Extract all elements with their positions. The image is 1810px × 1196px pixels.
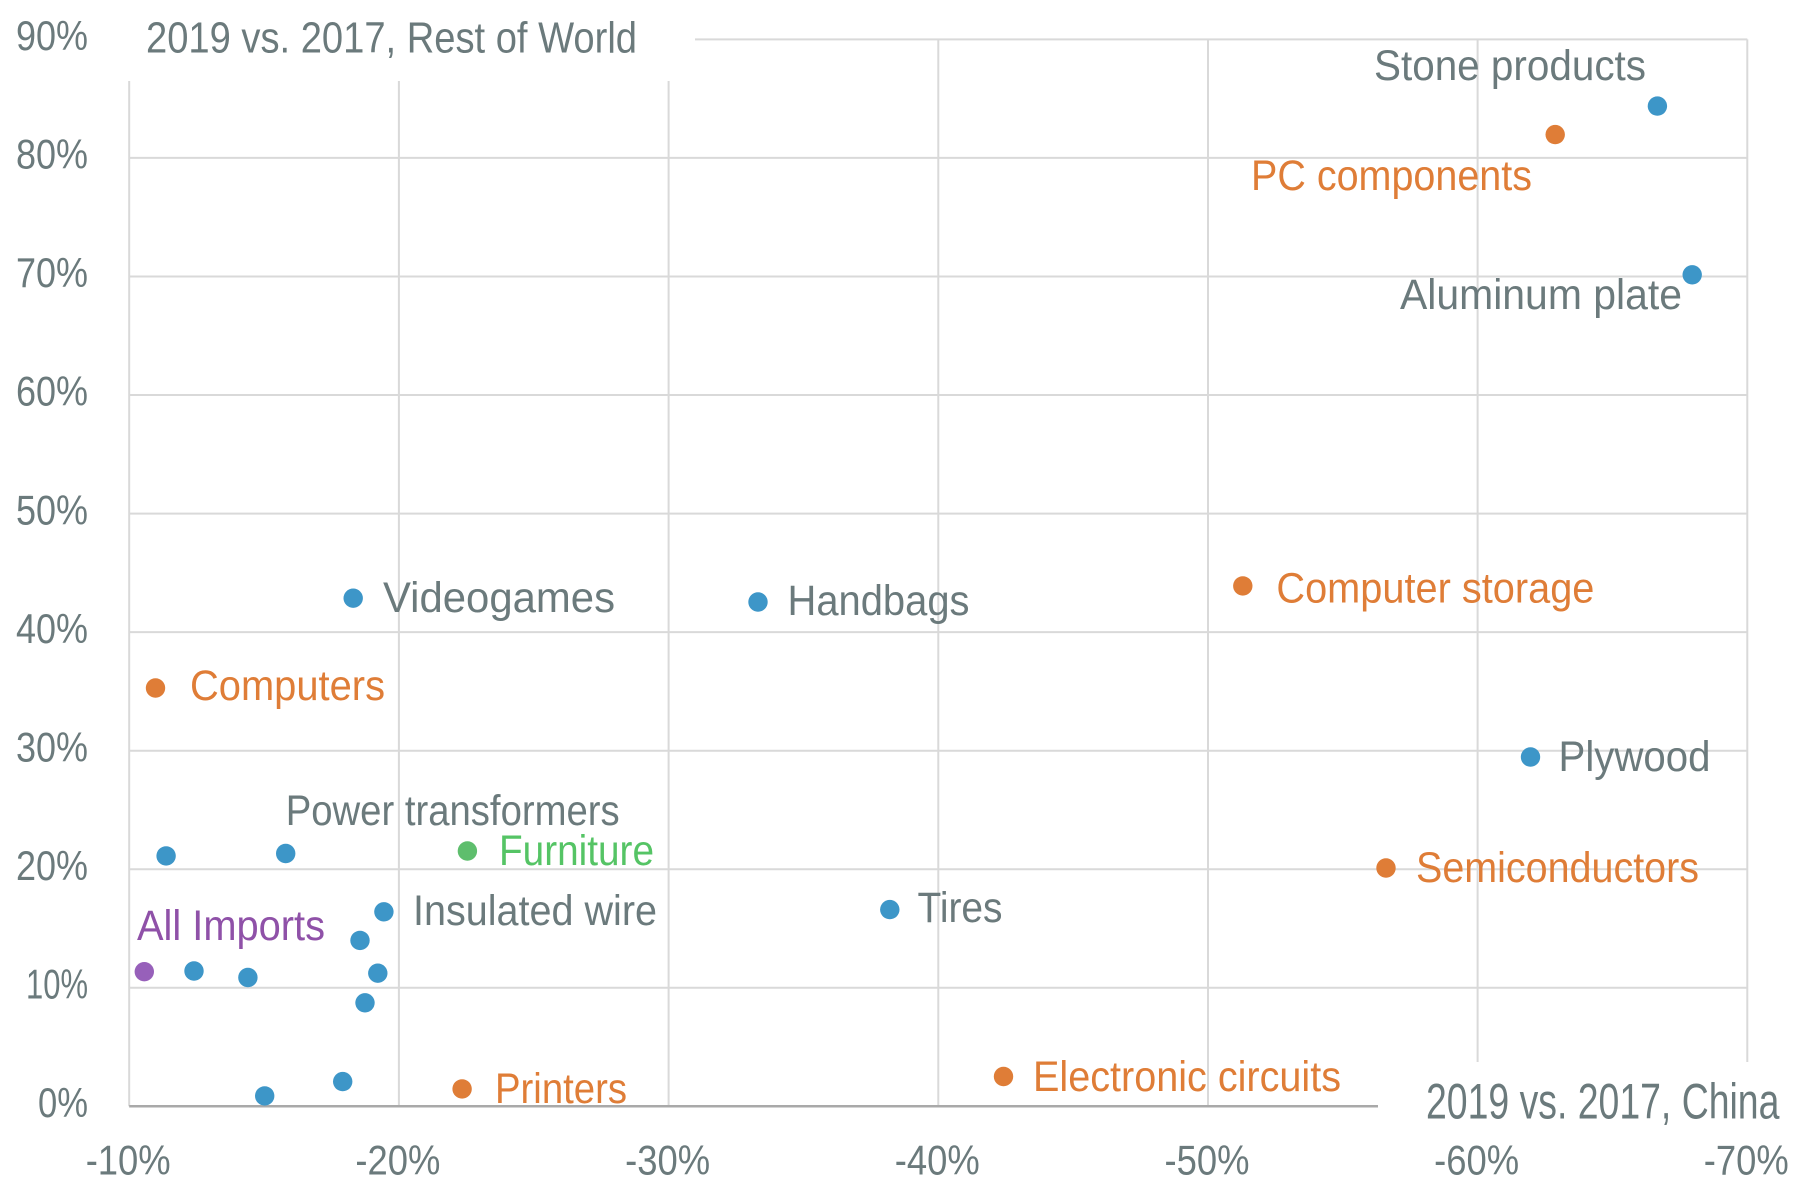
svg-text:-10%: -10%: [86, 1136, 171, 1183]
svg-text:Aluminum plate: Aluminum plate: [1400, 271, 1682, 319]
svg-text:0%: 0%: [38, 1079, 88, 1126]
svg-text:All Imports: All Imports: [137, 902, 325, 950]
svg-text:Computers: Computers: [190, 662, 385, 710]
svg-text:Plywood: Plywood: [1559, 733, 1711, 781]
svg-text:Semiconductors: Semiconductors: [1416, 844, 1699, 892]
svg-text:70%: 70%: [16, 249, 88, 296]
svg-text:Tires: Tires: [918, 884, 1003, 932]
svg-text:2019 vs. 2017, Rest of World: 2019 vs. 2017, Rest of World: [146, 14, 637, 63]
svg-text:20%: 20%: [16, 842, 88, 889]
svg-text:2019 vs. 2017, China: 2019 vs. 2017, China: [1426, 1074, 1780, 1130]
svg-text:90%: 90%: [16, 12, 88, 59]
svg-text:-40%: -40%: [895, 1136, 980, 1183]
svg-text:50%: 50%: [16, 486, 88, 533]
svg-text:10%: 10%: [26, 961, 88, 1008]
svg-text:30%: 30%: [16, 723, 88, 770]
svg-text:40%: 40%: [16, 605, 88, 652]
svg-text:Videogames: Videogames: [383, 574, 615, 622]
svg-text:-60%: -60%: [1434, 1136, 1519, 1183]
svg-text:Electronic circuits: Electronic circuits: [1033, 1053, 1341, 1101]
svg-text:Stone products: Stone products: [1374, 42, 1646, 90]
svg-text:Handbags: Handbags: [788, 577, 970, 625]
svg-text:-30%: -30%: [625, 1136, 710, 1183]
svg-text:-20%: -20%: [355, 1136, 440, 1183]
svg-text:80%: 80%: [16, 131, 88, 178]
svg-text:-50%: -50%: [1165, 1136, 1250, 1183]
svg-text:-70%: -70%: [1704, 1136, 1789, 1183]
svg-text:60%: 60%: [16, 368, 88, 415]
svg-text:PC components: PC components: [1251, 152, 1532, 200]
svg-text:Furniture: Furniture: [499, 827, 654, 875]
svg-text:Power transformers: Power transformers: [286, 787, 620, 835]
svg-text:Printers: Printers: [495, 1065, 627, 1113]
svg-text:Computer storage: Computer storage: [1276, 565, 1594, 613]
svg-text:Insulated wire: Insulated wire: [413, 887, 657, 935]
